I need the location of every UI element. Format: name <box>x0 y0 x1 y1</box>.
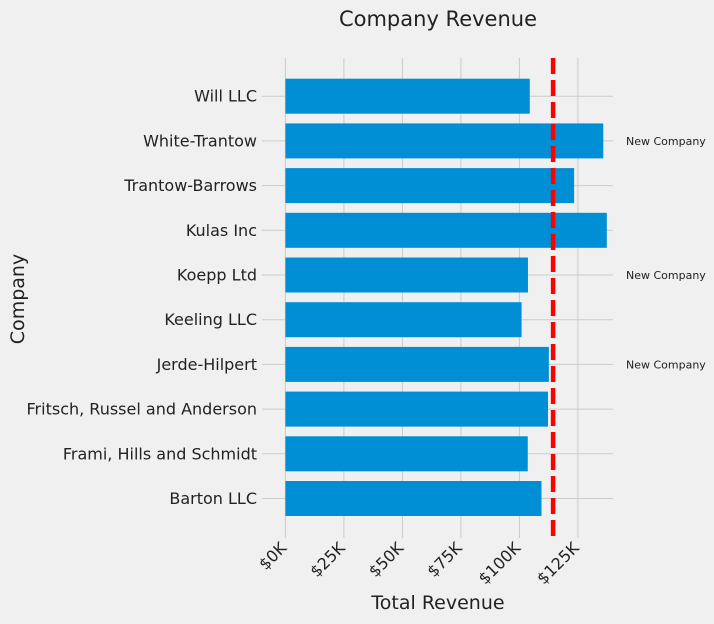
annotations: New Company New Company New Company <box>626 135 706 372</box>
bar <box>285 436 528 472</box>
bar <box>285 257 528 293</box>
bar <box>285 78 530 114</box>
bar <box>285 168 575 204</box>
y-tick-label: White-Trantow <box>143 131 257 150</box>
bar <box>285 212 607 248</box>
x-tick-label: $50K <box>365 538 408 581</box>
x-tick-label: $75K <box>423 538 466 581</box>
bar <box>285 391 548 427</box>
annotation-label: New Company <box>626 269 706 282</box>
y-tick-label: Barton LLC <box>169 489 257 508</box>
y-tick-label: Will LLC <box>194 87 257 106</box>
y-tick-label: Trantow-Barrows <box>123 176 257 195</box>
bar <box>285 481 542 516</box>
y-tick-label: Fritsch, Russel and Anderson <box>27 400 257 419</box>
x-tick-label: $125K <box>533 538 583 588</box>
chart-title: Company Revenue <box>339 7 537 31</box>
x-tick-label: $100K <box>475 538 525 588</box>
y-tick-label: Koepp Ltd <box>177 266 257 285</box>
x-tick-labels: $0K $25K $50K $75K $100K $125K <box>255 538 583 588</box>
y-tick-label: Jerde-Hilpert <box>156 355 257 374</box>
x-tick-label: $25K <box>306 538 349 581</box>
annotation-label: New Company <box>626 135 706 148</box>
y-axis-label: Company <box>7 254 29 344</box>
bar <box>285 123 604 159</box>
bar <box>285 346 549 382</box>
y-tick-label: Keeling LLC <box>164 310 257 329</box>
bar <box>285 302 522 338</box>
annotation-label: New Company <box>626 358 706 371</box>
x-axis-label: Total Revenue <box>370 592 504 614</box>
y-tick-label: Kulas Inc <box>186 221 257 240</box>
x-tick-label: $0K <box>255 538 291 574</box>
bars <box>285 78 607 516</box>
y-tick-labels: Barton LLC Frami, Hills and Schmidt Fritsc… <box>27 87 257 508</box>
y-tick-label: Frami, Hills and Schmidt <box>63 444 257 463</box>
